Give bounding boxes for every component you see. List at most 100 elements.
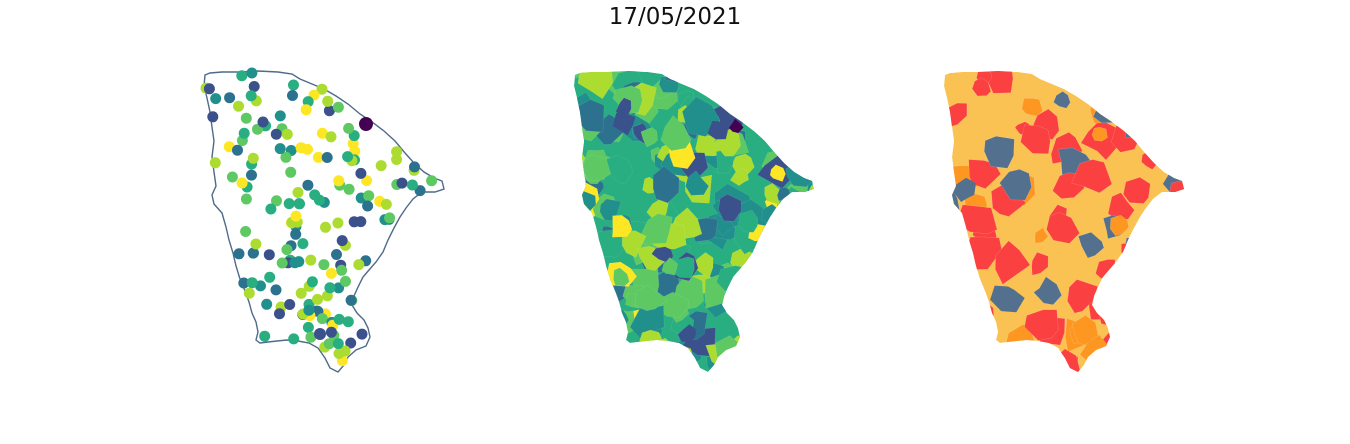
station-point (290, 210, 302, 222)
interpolated-surface-map (574, 71, 814, 372)
municipality-class-cell (1033, 276, 1062, 306)
municipality-cell (785, 301, 803, 320)
municipality-cell (729, 167, 749, 187)
station-point (353, 259, 365, 271)
municipality-cell (575, 313, 613, 356)
station-point (246, 277, 258, 289)
station-point (232, 144, 243, 156)
station-point (247, 247, 259, 259)
station-point (238, 277, 250, 289)
station-point (406, 179, 418, 191)
station-point (233, 248, 245, 260)
station-point (288, 79, 299, 91)
municipality-cell (801, 352, 814, 372)
municipality-cell (726, 286, 749, 314)
municipality-class-cell (1170, 147, 1184, 172)
station-point (325, 326, 337, 338)
municipality-cell (751, 349, 775, 369)
municipality-cell (697, 71, 714, 90)
station-point (342, 316, 354, 328)
municipality-cell (787, 71, 814, 89)
station-point (391, 146, 403, 158)
municipality-class-cell (1078, 231, 1105, 259)
municipality-class-cell (1021, 97, 1043, 117)
station-point (276, 257, 288, 269)
station-point (248, 81, 260, 92)
station-point (284, 299, 296, 310)
station-point (287, 90, 298, 101)
station-point (210, 93, 222, 105)
municipality-cell (729, 118, 744, 133)
municipality-class-cell (971, 77, 992, 97)
station-point (343, 122, 355, 134)
municipality-cell (800, 211, 814, 239)
station-point (355, 167, 367, 179)
station-point (246, 169, 257, 181)
municipality-cell (613, 267, 630, 287)
municipality-class-cell (1091, 127, 1108, 142)
municipality-cell (576, 261, 595, 276)
station-point (312, 151, 324, 163)
municipality-cell (667, 345, 694, 369)
station-point (316, 313, 328, 325)
municipality-class-cell (985, 71, 1014, 94)
municipality-cell (640, 127, 658, 148)
municipality-cell (714, 335, 747, 372)
municipality-cell (707, 121, 728, 140)
station-point (265, 203, 277, 215)
station-point (355, 216, 367, 228)
municipality-cell (794, 320, 814, 348)
municipality-cell (805, 274, 814, 308)
station-point (223, 141, 235, 153)
station-point (409, 161, 420, 173)
municipality-cell (664, 71, 681, 83)
municipality-cell (805, 245, 814, 274)
station-point (297, 238, 309, 250)
municipality-cell (761, 203, 790, 230)
municipality-cell (574, 290, 599, 327)
municipality-class-cell (944, 250, 962, 269)
municipality-class-cell (1046, 212, 1080, 244)
station-point (224, 92, 236, 104)
municipality-cell (802, 279, 814, 303)
station-point (226, 171, 238, 183)
municipality-class-cell (955, 204, 998, 235)
municipality-class-cell (1151, 302, 1167, 322)
station-point (332, 338, 344, 350)
municipality-cell (579, 269, 598, 286)
station-point (243, 287, 255, 299)
station-point (280, 151, 292, 163)
station-point (356, 328, 368, 340)
municipality-cell (739, 314, 756, 328)
municipality-class-cell (1020, 124, 1051, 155)
municipality-cell (581, 276, 617, 313)
municipality-cell (579, 282, 599, 303)
station-point (203, 83, 215, 95)
station-point (305, 254, 317, 266)
municipality-cell (805, 90, 814, 119)
municipality-cell (718, 193, 742, 222)
municipality-cell (787, 202, 809, 226)
station-point (264, 271, 276, 283)
station-point (250, 238, 262, 250)
municipality-class-cell (1071, 159, 1113, 194)
municipality-class-cell (1157, 223, 1173, 242)
municipality-class-cell (1099, 297, 1120, 328)
station-point (257, 116, 269, 128)
station-point (274, 143, 286, 155)
municipality-class-cell (1053, 91, 1071, 109)
municipality-cell (797, 71, 814, 99)
station-point (300, 104, 312, 116)
municipality-cell (802, 245, 814, 264)
station-point (270, 128, 282, 140)
station-point (323, 105, 335, 117)
station-point (414, 185, 426, 197)
municipality-cell (660, 115, 692, 152)
station-point (332, 101, 344, 113)
municipality-cell (574, 352, 589, 372)
municipality-cell (581, 338, 598, 354)
municipality-cell (781, 304, 814, 333)
municipality-cell (759, 231, 787, 259)
station-point (426, 175, 438, 187)
station-points-map (200, 67, 445, 373)
